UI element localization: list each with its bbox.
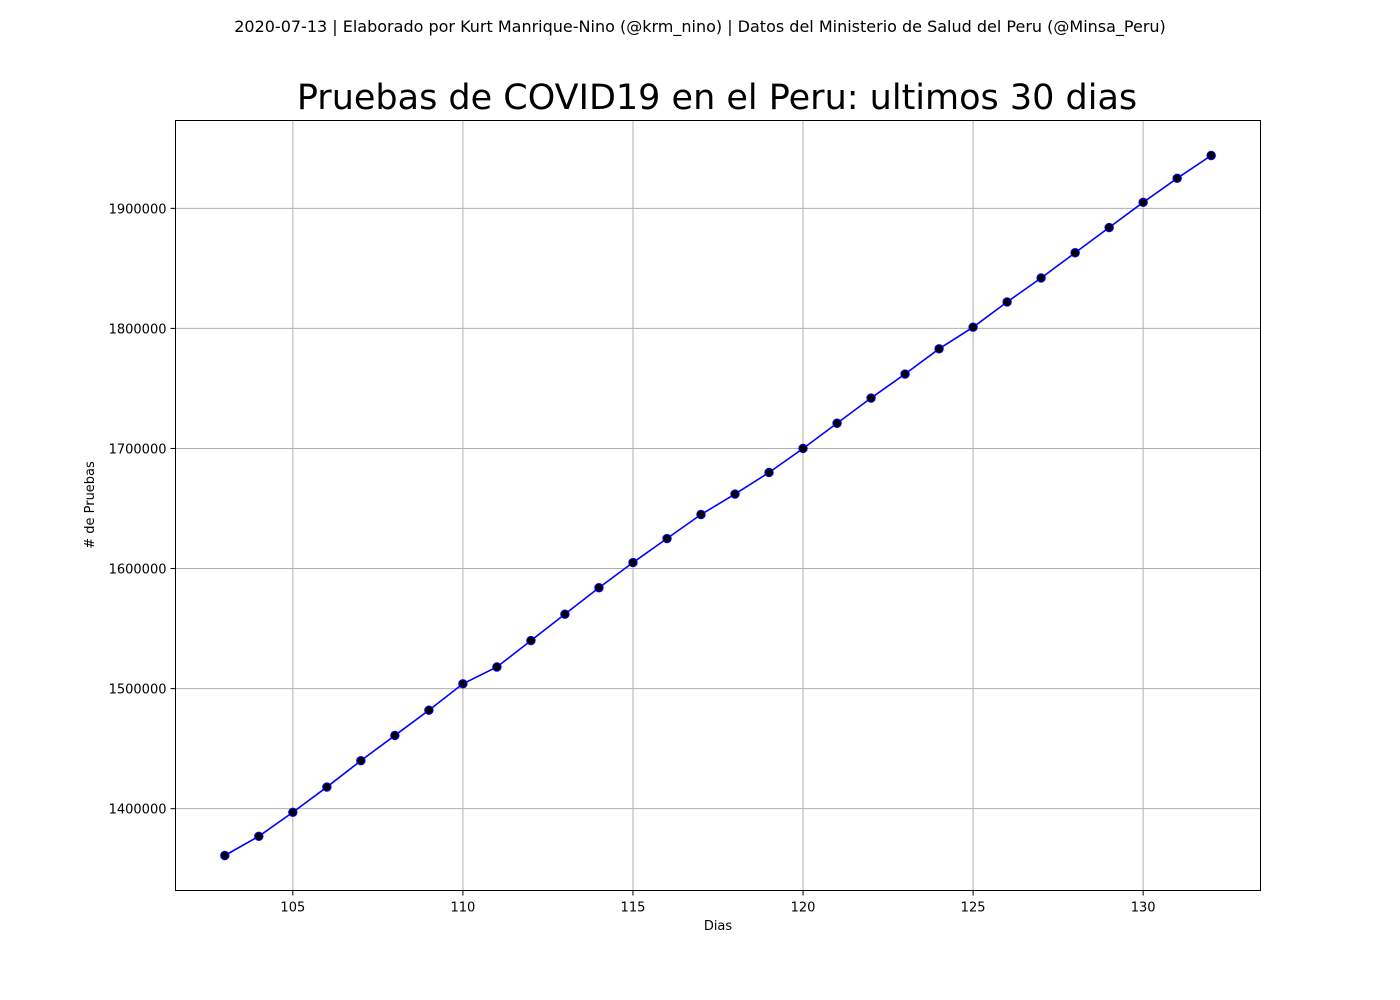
y-tick-label: 1400000 — [109, 803, 167, 818]
data-point — [356, 755, 366, 766]
data-point — [322, 782, 332, 792]
x-tick-label: 120 — [791, 901, 816, 916]
data-point — [594, 583, 604, 593]
data-point — [764, 467, 774, 478]
y-axis-label: # de Pruebas — [83, 461, 98, 549]
x-tick-label: 130 — [1131, 901, 1156, 916]
series-layer — [220, 150, 1216, 861]
data-point — [832, 418, 842, 428]
x-tick-label: 105 — [280, 901, 305, 916]
y-tick-label: 1500000 — [109, 683, 167, 698]
x-tick-label: 115 — [621, 901, 646, 916]
data-point — [934, 344, 944, 354]
data-point — [1002, 297, 1012, 307]
data-point — [900, 369, 910, 379]
data-point — [866, 393, 876, 403]
grid-lines — [175, 120, 1261, 891]
data-point — [1036, 273, 1046, 283]
data-point — [968, 322, 978, 332]
data-point — [220, 850, 230, 861]
data-point — [526, 635, 536, 646]
x-tick-label: 125 — [961, 901, 986, 916]
data-point — [560, 609, 570, 619]
data-point — [254, 831, 264, 841]
data-point — [288, 807, 298, 817]
data-point — [1104, 222, 1114, 233]
data-point — [1172, 173, 1182, 184]
plot-frame — [175, 120, 1261, 891]
data-point — [492, 662, 502, 672]
x-tick-label: 110 — [450, 901, 475, 916]
chart-title: Pruebas de COVID19 en el Peru: ultimos 3… — [296, 78, 1138, 118]
data-point — [390, 730, 400, 741]
tick-layer: 105 110 115 120 125 130 1400000 1500000 1600000 1… — [109, 202, 1156, 915]
y-tick-label: 1900000 — [109, 202, 167, 217]
data-point — [458, 679, 468, 689]
series-line — [224, 154, 1212, 857]
data-point — [730, 489, 740, 499]
y-tick-label: 1600000 — [109, 563, 167, 578]
data-point — [662, 533, 672, 544]
data-point — [696, 509, 706, 520]
x-axis-label: Dias — [704, 919, 733, 934]
data-point — [798, 443, 808, 454]
data-point — [424, 705, 434, 715]
chart-subtitle: 2020-07-13 | Elaborado por Kurt Manrique… — [234, 17, 1166, 36]
y-tick-label: 1800000 — [109, 322, 167, 337]
data-point — [1138, 197, 1148, 208]
data-point — [1070, 248, 1080, 258]
y-tick-label: 1700000 — [109, 442, 167, 457]
data-point — [628, 557, 638, 568]
data-point — [1206, 150, 1216, 161]
